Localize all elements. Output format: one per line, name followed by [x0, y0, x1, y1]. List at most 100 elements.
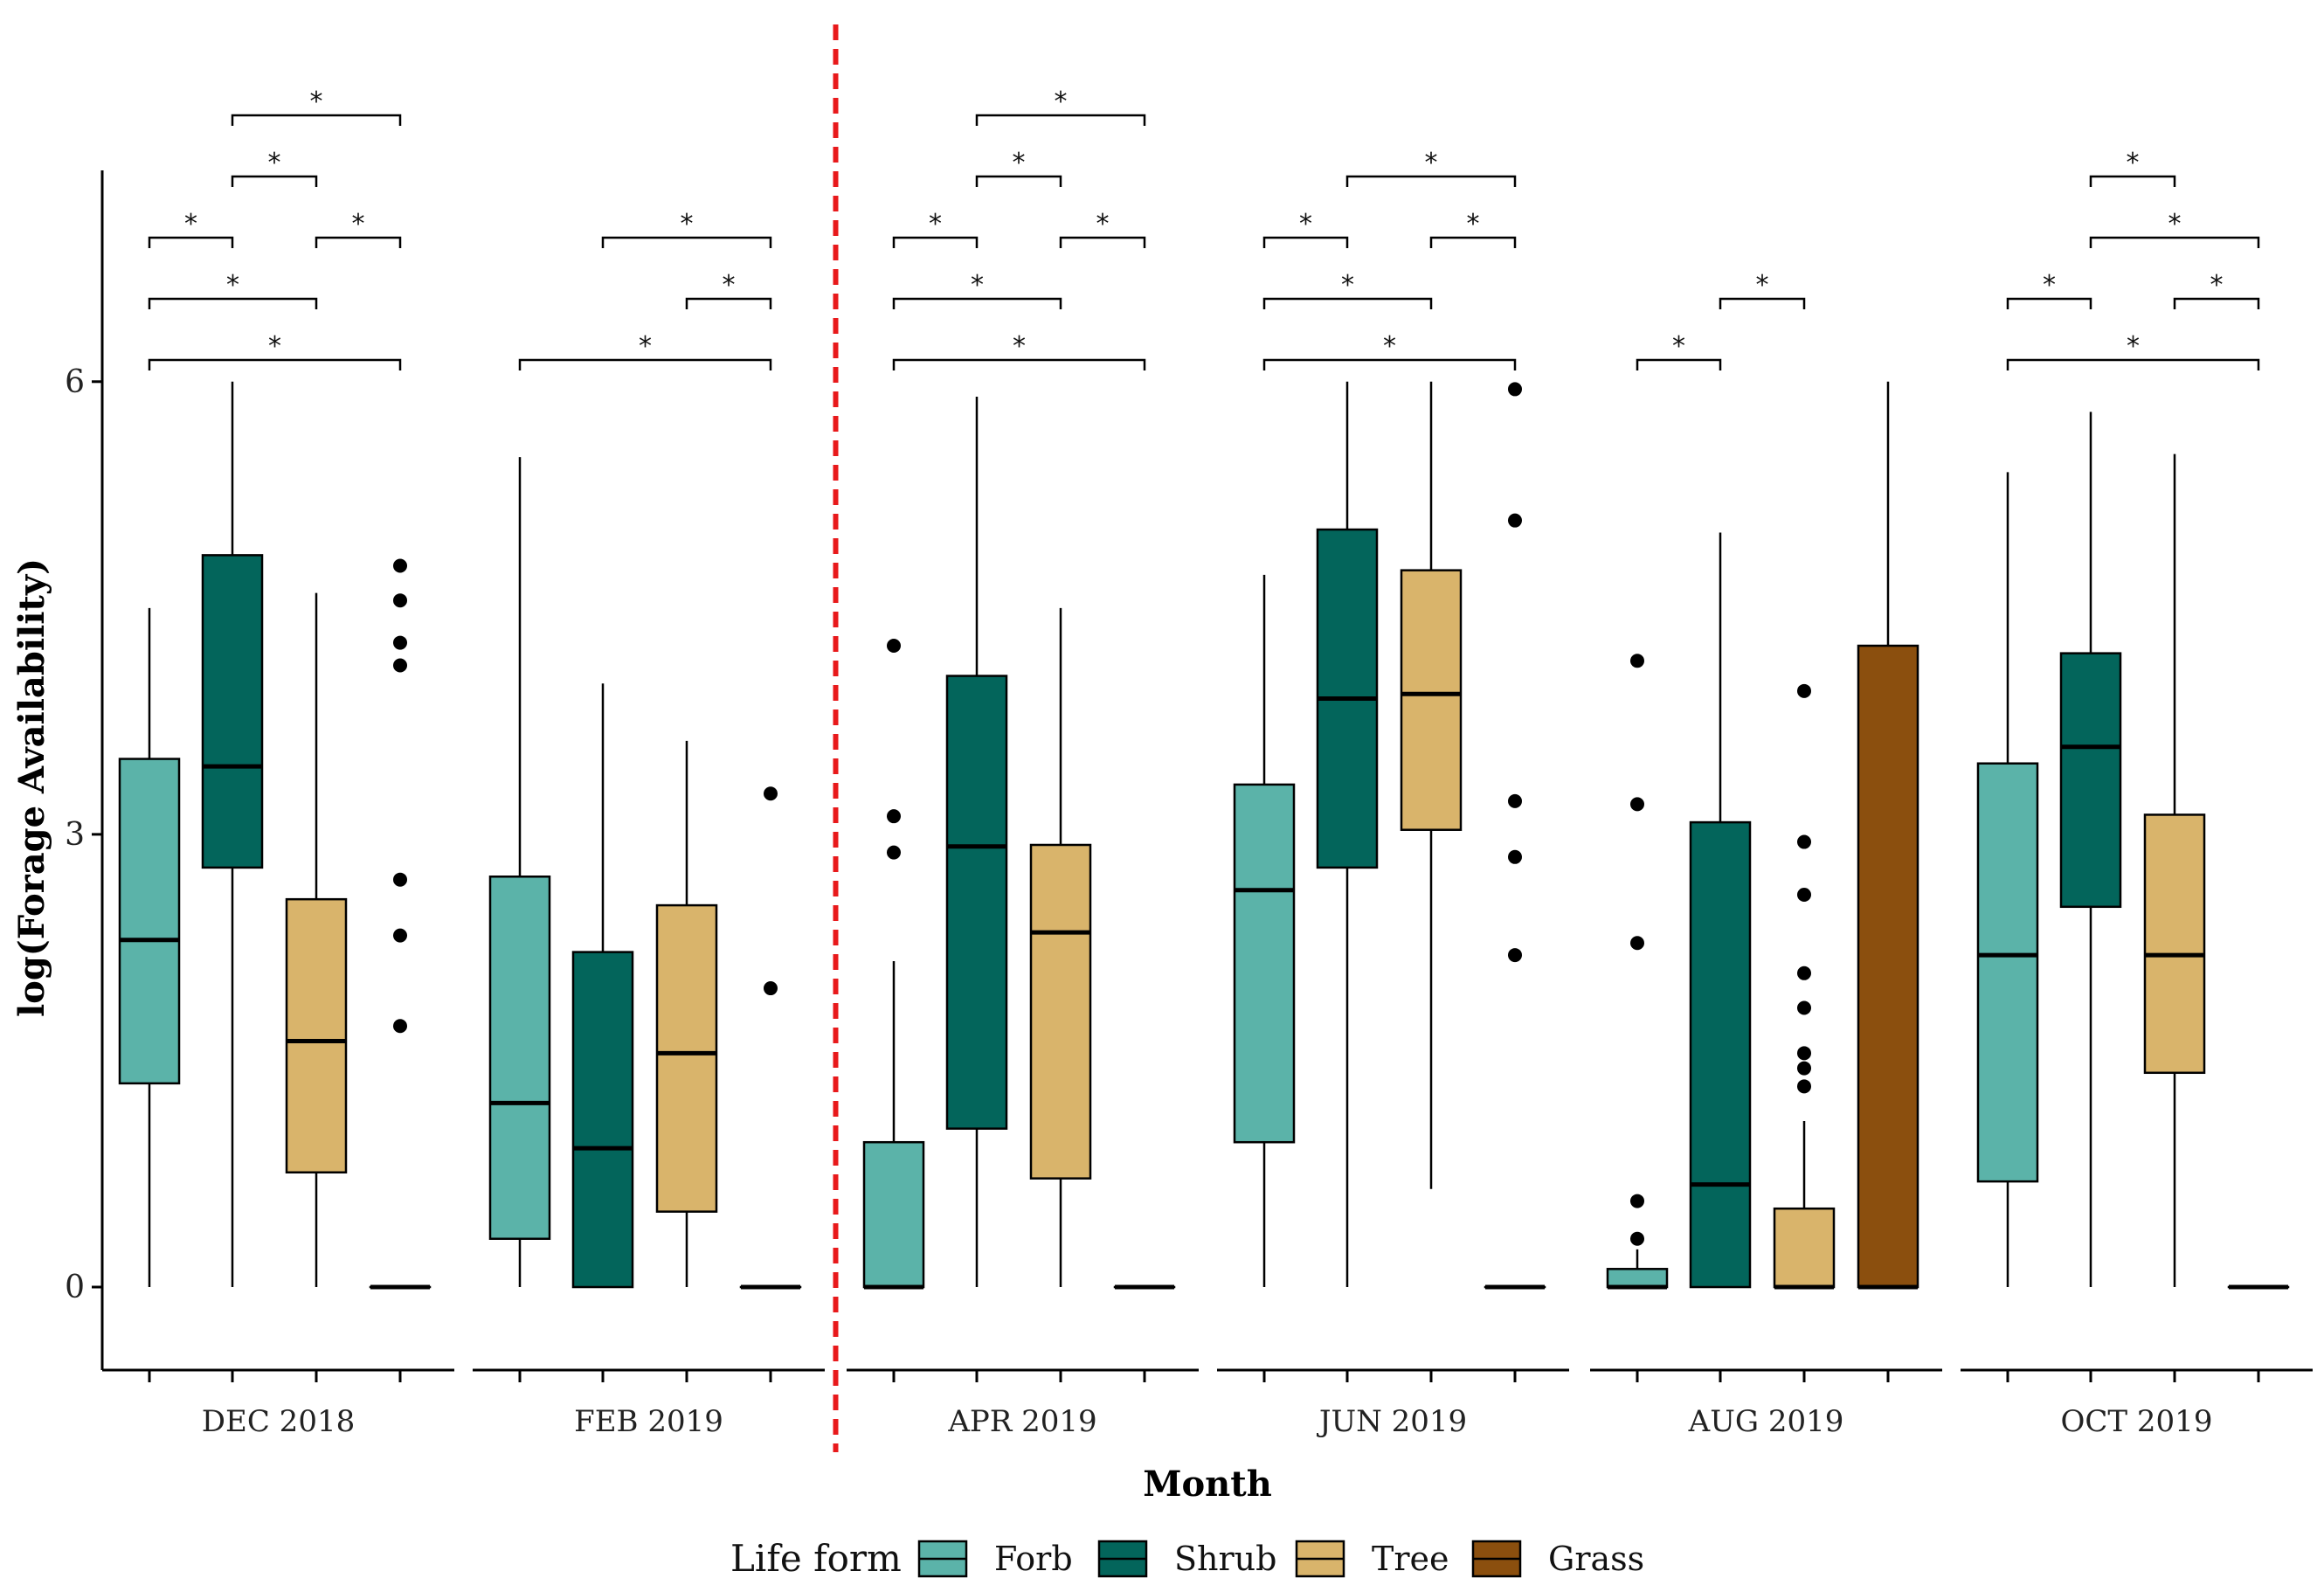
- box-shrub: [945, 397, 1008, 1288]
- significance-star: *: [1467, 209, 1480, 239]
- facet-panel: APR 2019 * * * * * *: [847, 87, 1199, 1439]
- bracket-line: [2006, 358, 2260, 370]
- box-iqr: [488, 876, 551, 1240]
- significance-star: *: [184, 209, 197, 239]
- legend: Forb Shrub Tree Grass: [917, 1540, 1644, 1578]
- y-tick-label: 6: [65, 364, 85, 400]
- significance-bracket: *: [975, 148, 1062, 187]
- significance-star: *: [723, 270, 736, 301]
- significance-star: *: [1383, 331, 1396, 362]
- box-tree: [1400, 381, 1463, 1189]
- facet-label: OCT 2019: [2061, 1404, 2213, 1439]
- box-shrub: [1689, 532, 1752, 1289]
- significance-star: *: [1341, 270, 1354, 301]
- outlier-point: [1508, 948, 1522, 963]
- legend-item-grass: Grass: [1471, 1540, 1644, 1578]
- box-tree: [285, 592, 348, 1288]
- box-iqr: [118, 758, 181, 1085]
- outlier-point: [1630, 936, 1644, 951]
- facet-panel: FEB 2019 * * *: [473, 209, 825, 1439]
- legend-label: Tree: [1372, 1540, 1449, 1578]
- significance-star: *: [681, 209, 694, 239]
- outlier-point: [1797, 1000, 1811, 1015]
- bracket-line: [975, 175, 1062, 187]
- outlier-point: [1797, 887, 1811, 902]
- significance-star: *: [2168, 209, 2182, 239]
- outlier-point: [887, 809, 901, 824]
- outlier-point: [1508, 382, 1522, 397]
- box-iqr: [1606, 1268, 1669, 1289]
- outlier-point: [393, 593, 407, 608]
- significance-star: *: [1299, 209, 1312, 239]
- legend-item-forb: Forb: [917, 1540, 1073, 1578]
- outlier-point: [1797, 683, 1811, 698]
- box-iqr: [285, 897, 348, 1174]
- significance-bracket: *: [1262, 209, 1349, 248]
- box-iqr: [201, 554, 264, 869]
- box-grass: [1484, 382, 1546, 1290]
- outlier-point: [1797, 966, 1811, 980]
- significance-star: *: [639, 331, 652, 362]
- bracket-line: [231, 175, 318, 187]
- bracket-line: [601, 236, 772, 248]
- significance-bracket: *: [315, 209, 402, 248]
- bracket-line: [975, 114, 1146, 126]
- box-shrub: [571, 683, 634, 1289]
- outlier-point: [1797, 1079, 1811, 1094]
- significance-star: *: [268, 331, 281, 362]
- significance-star: *: [2210, 270, 2224, 301]
- box-iqr: [655, 903, 718, 1213]
- significance-bracket: *: [231, 87, 402, 126]
- bracket-line: [148, 236, 234, 248]
- significance-bracket: *: [1059, 209, 1146, 248]
- box-tree: [1773, 683, 1836, 1290]
- significance-bracket: *: [2006, 331, 2260, 370]
- outlier-point: [764, 981, 778, 996]
- outlier-point: [1630, 1194, 1644, 1208]
- bracket-line: [1262, 358, 1517, 370]
- significance-bracket: *: [892, 209, 979, 248]
- legend-item-tree: Tree: [1295, 1540, 1449, 1578]
- outlier-point: [1508, 513, 1522, 528]
- significance-bracket: *: [148, 209, 234, 248]
- legend-label: Grass: [1548, 1540, 1644, 1578]
- box-iqr: [1976, 762, 2039, 1183]
- outlier-point: [764, 786, 778, 801]
- outlier-point: [1630, 797, 1644, 812]
- outlier-point: [1630, 654, 1644, 668]
- outlier-point: [393, 928, 407, 943]
- bracket-line: [518, 358, 772, 370]
- box-tree: [1029, 607, 1092, 1288]
- box-shrub: [201, 381, 264, 1288]
- facet-label: AUG 2019: [1688, 1404, 1844, 1439]
- outlier-point: [1797, 1061, 1811, 1076]
- significance-bracket: *: [2089, 209, 2260, 248]
- significance-star: *: [1013, 331, 1026, 362]
- significance-star: *: [352, 209, 365, 239]
- facet-panel: JUN 2019 * * * * *: [1217, 148, 1569, 1439]
- y-axis-title: log(Forage Availability): [11, 558, 52, 1017]
- outlier-point: [393, 558, 407, 573]
- bracket-line: [892, 358, 1146, 370]
- box-iqr: [1029, 843, 1092, 1180]
- significance-star: *: [310, 87, 323, 117]
- significance-bracket: *: [601, 209, 772, 248]
- bracket-line: [148, 297, 318, 309]
- box-forb: [1606, 654, 1669, 1290]
- box-iqr: [571, 951, 634, 1289]
- significance-star: *: [929, 209, 942, 239]
- outlier-point: [1630, 1231, 1644, 1246]
- box-forb: [1976, 472, 2039, 1288]
- significance-bracket: *: [2173, 270, 2260, 309]
- facet-panel: DEC 2018 * * * * * *: [102, 87, 454, 1439]
- significance-bracket: *: [892, 331, 1146, 370]
- box-forb: [118, 607, 181, 1288]
- facet-label: APR 2019: [947, 1404, 1096, 1439]
- bracket-line: [892, 297, 1062, 309]
- box-iqr: [1400, 569, 1463, 831]
- box-tree: [655, 740, 718, 1288]
- bracket-line: [1345, 175, 1517, 187]
- significance-bracket: *: [518, 331, 772, 370]
- bracket-line: [2006, 297, 2092, 309]
